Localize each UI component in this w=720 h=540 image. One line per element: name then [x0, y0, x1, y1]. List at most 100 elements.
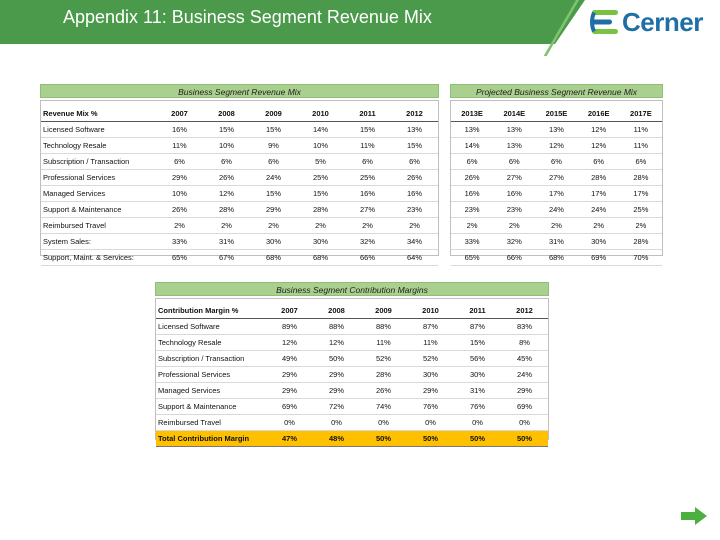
margin-header-row: Contribution Margin % 2007 2008 2009 201… [156, 303, 548, 319]
slide-header: Appendix 11: Business Segment Revenue Mi… [0, 0, 720, 56]
value-cell: 13% [451, 121, 494, 138]
value-cell: 6% [344, 153, 391, 170]
value-cell: 33% [156, 233, 203, 250]
value-cell: 31% [454, 382, 501, 399]
value-cell: 88% [360, 318, 407, 335]
value-cell: 6% [203, 153, 250, 170]
year-header: 2014E [493, 106, 536, 122]
value-cell: 50% [360, 430, 407, 447]
value-cell: 2% [451, 217, 494, 234]
value-cell: 2% [344, 217, 391, 234]
table-row: Support & Maintenance 69% 72% 74% 76% 76% 69% [156, 398, 548, 415]
value-cell: 16% [451, 185, 494, 202]
contribution-margin-title: Business Segment Contribution Margins [155, 282, 549, 296]
year-header: 2016E [577, 106, 620, 122]
value-cell: 12% [203, 185, 250, 202]
year-header: 2007 [156, 106, 203, 122]
table-row: 26% 27% 27% 28% 28% [451, 169, 662, 186]
value-cell: 70% [619, 249, 662, 266]
value-cell: 26% [391, 169, 438, 186]
value-cell: 50% [313, 350, 360, 367]
value-cell: 15% [250, 185, 297, 202]
year-header: 2012 [391, 106, 438, 122]
value-cell: 15% [297, 185, 344, 202]
value-cell: 29% [407, 382, 454, 399]
value-cell: 24% [501, 366, 548, 383]
value-cell: 11% [360, 334, 407, 351]
page-title: Appendix 11: Business Segment Revenue Mi… [63, 7, 432, 27]
value-cell: 29% [266, 382, 313, 399]
right-arrow-icon[interactable] [681, 507, 707, 525]
value-cell: 5% [297, 153, 344, 170]
contribution-margin-table: Contribution Margin % 2007 2008 2009 201… [156, 303, 548, 447]
value-cell: 48% [313, 430, 360, 447]
value-cell: 13% [535, 121, 578, 138]
row-label: Technology Resale [156, 334, 266, 351]
row-label: Support, Maint. & Services: [41, 249, 156, 266]
year-header: 2009 [360, 303, 407, 319]
value-cell: 26% [360, 382, 407, 399]
row-label: Professional Services [41, 169, 156, 186]
value-cell: 6% [619, 153, 662, 170]
value-cell: 69% [266, 398, 313, 415]
value-cell: 2% [203, 217, 250, 234]
table-row: Technology Resale 12% 12% 11% 11% 15% 8% [156, 334, 548, 351]
table-row: 23% 23% 24% 24% 25% [451, 201, 662, 218]
value-cell: 65% [156, 249, 203, 266]
value-cell: 13% [493, 137, 536, 154]
value-cell: 69% [577, 249, 620, 266]
year-header: 2017E [619, 106, 662, 122]
value-cell: 29% [501, 382, 548, 399]
value-cell: 10% [203, 137, 250, 154]
value-cell: 2% [535, 217, 578, 234]
value-cell: 6% [156, 153, 203, 170]
value-cell: 12% [313, 334, 360, 351]
row-label: Technology Resale [41, 137, 156, 154]
value-cell: 26% [451, 169, 494, 186]
value-cell: 15% [454, 334, 501, 351]
value-cell: 52% [360, 350, 407, 367]
value-cell: 23% [391, 201, 438, 218]
year-header: 2011 [344, 106, 391, 122]
table-row: 14% 13% 12% 12% 11% [451, 137, 662, 154]
value-cell: 6% [535, 153, 578, 170]
year-header: 2008 [203, 106, 250, 122]
value-cell: 15% [250, 121, 297, 138]
table-row: Professional Services 29% 29% 28% 30% 30% 24% [156, 366, 548, 383]
value-cell: 30% [577, 233, 620, 250]
value-cell: 56% [454, 350, 501, 367]
value-cell: 2% [250, 217, 297, 234]
value-cell: 23% [451, 201, 494, 218]
summary-row: Support, Maint. & Services: 65% 67% 68% 68% 6… [41, 249, 438, 266]
value-cell: 0% [360, 414, 407, 431]
value-cell: 50% [501, 430, 548, 447]
row-label: Professional Services [156, 366, 266, 383]
row-label: Licensed Software [156, 318, 266, 335]
year-header: 2010 [407, 303, 454, 319]
value-cell: 68% [297, 249, 344, 266]
value-cell: 17% [619, 185, 662, 202]
value-cell: 89% [266, 318, 313, 335]
value-cell: 16% [391, 185, 438, 202]
table-row: Licensed Software 16% 15% 15% 14% 15% 13% [41, 121, 438, 138]
value-cell: 47% [266, 430, 313, 447]
value-cell: 24% [250, 169, 297, 186]
value-cell: 29% [266, 366, 313, 383]
value-cell: 33% [451, 233, 494, 250]
value-cell: 16% [344, 185, 391, 202]
table-row: Support & Maintenance 26% 28% 29% 28% 27% 23% [41, 201, 438, 218]
value-cell: 23% [493, 201, 536, 218]
table-row: 6% 6% 6% 6% 6% [451, 153, 662, 170]
value-cell: 30% [454, 366, 501, 383]
value-cell: 76% [407, 398, 454, 415]
value-cell: 8% [501, 334, 548, 351]
value-cell: 65% [451, 249, 494, 266]
value-cell: 26% [156, 201, 203, 218]
value-cell: 49% [266, 350, 313, 367]
value-cell: 12% [266, 334, 313, 351]
value-cell: 17% [535, 185, 578, 202]
value-cell: 66% [344, 249, 391, 266]
value-cell: 87% [407, 318, 454, 335]
row-label: Reimbursed Travel [156, 414, 266, 431]
table-row: Reimbursed Travel 0% 0% 0% 0% 0% 0% [156, 414, 548, 431]
